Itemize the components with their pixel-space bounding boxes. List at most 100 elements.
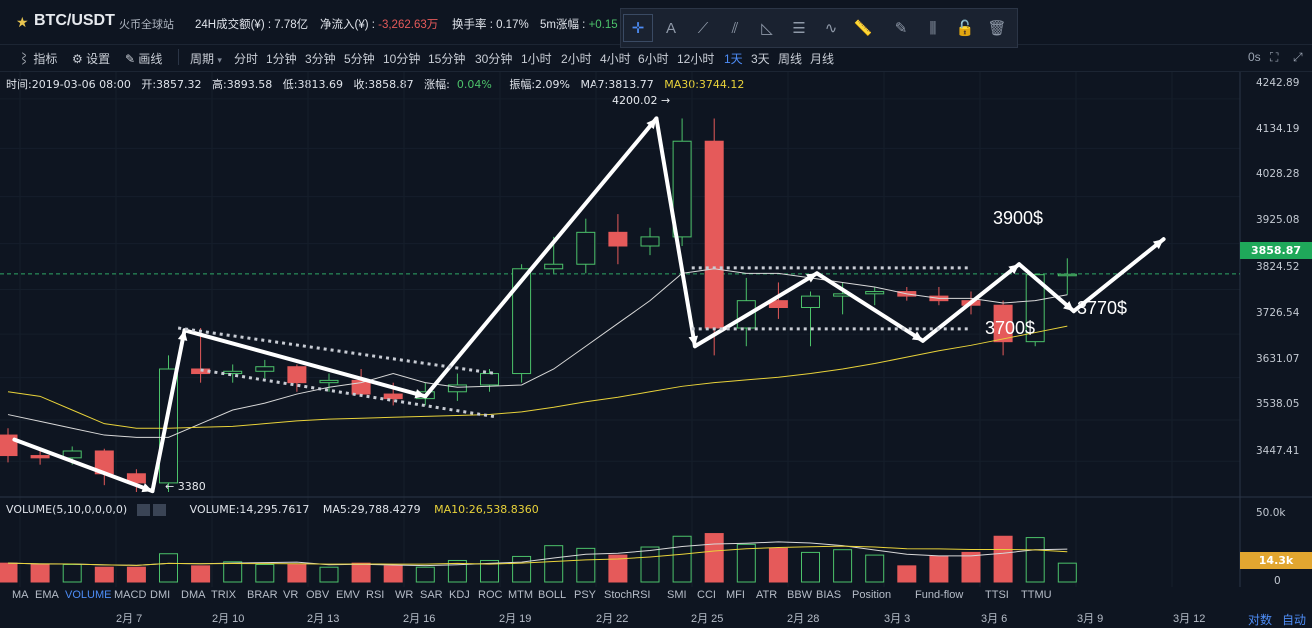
candle-close: 收:3858.87 bbox=[353, 78, 414, 91]
indicator-tab-trix[interactable]: TRIX bbox=[211, 589, 237, 601]
ma7-value: MA7:3813.77 bbox=[580, 78, 654, 91]
candle-body bbox=[672, 140, 692, 238]
volume-bar bbox=[833, 549, 853, 583]
volume-bar bbox=[94, 566, 114, 583]
indicator-tab-dma[interactable]: DMA bbox=[181, 589, 206, 601]
interval-tab[interactable]: 1小时 bbox=[521, 52, 552, 66]
trash-icon[interactable]: 🗑 bbox=[987, 20, 1007, 37]
period-dropdown[interactable]: 周期 ▾ bbox=[190, 50, 222, 67]
volume-bar bbox=[512, 555, 532, 583]
net-inflow: 净流入(¥) : -3,262.63万 bbox=[320, 16, 438, 32]
candle-open: 开:3857.32 bbox=[141, 78, 202, 91]
candle-body bbox=[576, 231, 596, 265]
wave-icon[interactable]: ∿ bbox=[824, 20, 838, 37]
indicator-tab-roc[interactable]: ROC bbox=[478, 589, 503, 601]
favorite-star-icon[interactable]: ★ bbox=[16, 14, 29, 30]
volume-bar bbox=[255, 564, 275, 583]
candles-layer bbox=[0, 118, 1077, 492]
indicator-tab-brar[interactable]: BRAR bbox=[247, 589, 278, 601]
indicator-tab-volume[interactable]: VOLUME bbox=[65, 589, 112, 601]
indicator-tab-stochrsi[interactable]: StochRSI bbox=[604, 589, 651, 601]
symbol-title[interactable]: BTC/USDT bbox=[34, 12, 115, 29]
triangle-icon[interactable]: ◺ bbox=[761, 20, 773, 37]
text-icon[interactable]: A bbox=[665, 19, 676, 37]
indicator-tab-ma[interactable]: MA bbox=[12, 589, 29, 601]
volume-close-icon[interactable] bbox=[153, 504, 167, 516]
volume-bar bbox=[704, 533, 724, 583]
indicator-tab-ttmu[interactable]: TTMU bbox=[1021, 589, 1052, 601]
indicator-tab-mfi[interactable]: MFI bbox=[726, 589, 745, 601]
indicator-tab-obv[interactable]: OBV bbox=[306, 589, 330, 601]
interval-tab[interactable]: 3天 bbox=[751, 52, 770, 66]
interval-tab[interactable]: 1分钟 bbox=[266, 52, 297, 66]
trend-arrow-head bbox=[414, 389, 426, 399]
interval-tab[interactable]: 10分钟 bbox=[383, 52, 421, 66]
trend-arrow-head bbox=[911, 331, 923, 341]
volume-settings-icon[interactable] bbox=[137, 504, 151, 516]
indicator-tab-rsi[interactable]: RSI bbox=[366, 589, 385, 601]
indicator-tab-position[interactable]: Position bbox=[852, 589, 892, 601]
trend-arrow bbox=[12, 437, 155, 494]
log-scale-toggle[interactable]: 对数 bbox=[1248, 613, 1273, 627]
indicator-tab-wr[interactable]: WR bbox=[395, 589, 414, 601]
pen-icon[interactable]: ✎ bbox=[894, 20, 908, 37]
parallel-icon[interactable]: ☰ bbox=[792, 20, 806, 37]
interval-tab[interactable]: 4小时 bbox=[600, 52, 631, 66]
candle-body bbox=[993, 304, 1013, 343]
interval-tab[interactable]: 分时 bbox=[234, 52, 259, 66]
indicator-tab-ttsi[interactable]: TTSI bbox=[985, 589, 1009, 601]
interval-tab[interactable]: 15分钟 bbox=[428, 52, 466, 66]
target-3770-label: 3770$ bbox=[1077, 298, 1128, 318]
indicator-tab-macd[interactable]: MACD bbox=[114, 589, 147, 601]
trend-arrow-head bbox=[1152, 239, 1164, 250]
volume-bar bbox=[480, 559, 499, 583]
trend-arrow bbox=[814, 271, 925, 343]
interval-tab-selected[interactable]: 1天 bbox=[724, 52, 743, 66]
interval-tab[interactable]: 2小时 bbox=[561, 52, 592, 66]
draw-line-button[interactable]: ✎ 画线 bbox=[125, 52, 163, 66]
indicator-tab-dmi[interactable]: DMI bbox=[150, 589, 171, 601]
user-drawings-layer bbox=[12, 116, 1166, 494]
interval-tab[interactable]: 5分钟 bbox=[344, 52, 375, 66]
indicator-tab-cci[interactable]: CCI bbox=[697, 589, 716, 601]
indicator-tab-psy[interactable]: PSY bbox=[574, 589, 597, 601]
indicator-tab-fund-flow[interactable]: Fund-flow bbox=[915, 589, 964, 601]
interval-tab[interactable]: 月线 bbox=[810, 52, 835, 66]
indicator-tab-vr[interactable]: VR bbox=[283, 589, 299, 601]
trend-arrow bbox=[654, 116, 697, 349]
fullscreen-icon[interactable]: ⛶ bbox=[1270, 50, 1279, 64]
candle-body bbox=[704, 140, 724, 329]
volume-bar bbox=[62, 564, 82, 583]
interval-tab[interactable]: 30分钟 bbox=[475, 52, 513, 66]
interval-tab[interactable]: 周线 bbox=[778, 52, 803, 66]
indicator-tab-boll[interactable]: BOLL bbox=[538, 589, 567, 601]
indicator-tab-mtm[interactable]: MTM bbox=[508, 589, 534, 601]
expand-icon[interactable]: ⤢ bbox=[1293, 50, 1303, 64]
ruler-icon[interactable]: 📏 bbox=[853, 20, 873, 37]
candlestick-chart[interactable] bbox=[0, 72, 1312, 588]
interval-tab[interactable]: 12小时 bbox=[677, 52, 715, 66]
crosshair-icon[interactable]: ✛ bbox=[623, 14, 653, 42]
lock-icon[interactable]: 🔓 bbox=[955, 20, 975, 37]
settings-button[interactable]: ⚙ 设置 bbox=[72, 52, 111, 66]
price-tick: 3925.08 bbox=[1256, 214, 1300, 226]
chevron-down-icon: ▾ bbox=[217, 55, 222, 65]
bars-icon[interactable]: ⫼ bbox=[929, 19, 937, 37]
line-icon[interactable]: ⟋ bbox=[697, 19, 709, 37]
indicator-tab-kdj[interactable]: KDJ bbox=[449, 589, 470, 601]
indicator-tab-bias[interactable]: BIAS bbox=[816, 589, 842, 601]
volume-bar bbox=[897, 565, 917, 583]
interval-tab[interactable]: 3分钟 bbox=[305, 52, 336, 66]
indicator-tab-atr[interactable]: ATR bbox=[756, 589, 778, 601]
auto-scale-toggle[interactable]: 自动 bbox=[1282, 613, 1307, 627]
indicator-tab-smi[interactable]: SMI bbox=[667, 589, 687, 601]
indicator-tab-emv[interactable]: EMV bbox=[336, 589, 360, 601]
interval-tab[interactable]: 6小时 bbox=[638, 52, 669, 66]
trend-arrow bbox=[182, 328, 428, 399]
indicator-tab-sar[interactable]: SAR bbox=[420, 589, 443, 601]
indicator-tab-ema[interactable]: EMA bbox=[35, 589, 59, 601]
indicator-tab-bbw[interactable]: BBW bbox=[787, 589, 813, 601]
multi-line-icon[interactable]: ⫽ bbox=[731, 19, 739, 37]
candle-body bbox=[30, 455, 50, 459]
indicator-button[interactable]: ⌇ 指标 bbox=[18, 52, 58, 66]
